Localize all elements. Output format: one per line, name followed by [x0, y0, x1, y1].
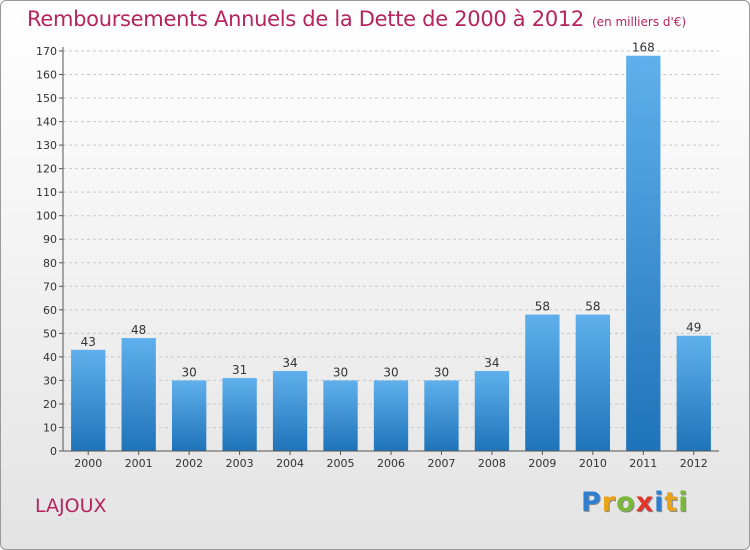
logo-letter: t [664, 487, 679, 518]
y-tick-label: 30 [43, 374, 57, 387]
bar [121, 338, 156, 451]
y-tick-label: 0 [50, 445, 57, 458]
chart-subtitle: (en milliers d'€) [592, 15, 687, 29]
y-tick-label: 70 [43, 280, 57, 293]
bar [525, 314, 560, 451]
bar [323, 380, 358, 451]
bar-value-label: 30 [333, 365, 348, 379]
y-tick-label: 20 [43, 398, 57, 411]
bar-value-label: 31 [232, 363, 247, 377]
x-tick-label: 2011 [629, 457, 657, 470]
bar-value-label: 30 [434, 365, 449, 379]
x-tick-label: 2012 [680, 457, 708, 470]
bars-layer: 43 48 30 31 34 30 30 30 34 58 58 168 49 [71, 41, 711, 452]
y-tick-label: 120 [36, 163, 57, 176]
x-tick-label: 2005 [327, 457, 355, 470]
logo-letter: o [616, 487, 636, 518]
x-tick-label: 2000 [74, 457, 102, 470]
bar-value-label: 58 [535, 300, 550, 314]
y-tick-label: 50 [43, 327, 57, 340]
y-tick-label: 160 [36, 69, 57, 82]
x-tick-label: 2001 [125, 457, 153, 470]
y-tick-label: 130 [36, 139, 57, 152]
logo-letter: i [654, 487, 665, 518]
logo-letter: P [581, 487, 602, 518]
x-tick-label: 2009 [528, 457, 556, 470]
bar-value-label: 58 [585, 300, 600, 314]
y-tick-label: 110 [36, 186, 57, 199]
y-tick-label: 10 [43, 421, 57, 434]
y-tick-label: 40 [43, 351, 57, 364]
bar-value-label: 48 [131, 323, 146, 337]
bar [474, 371, 510, 451]
chart-title: Remboursements Annuels de la Dette de 20… [27, 7, 687, 31]
bar-value-label: 30 [383, 365, 398, 379]
bar-value-label: 168 [632, 41, 655, 55]
bar-value-label: 34 [484, 356, 499, 370]
x-tick-label: 2010 [579, 457, 607, 470]
logo-letter: i [678, 487, 689, 518]
bar-value-label: 43 [81, 335, 96, 349]
y-tick-label: 80 [43, 257, 57, 270]
bar [626, 55, 661, 452]
proxiti-logo: Proxiti [581, 487, 689, 518]
bar [222, 378, 257, 451]
x-tick-label: 2002 [175, 457, 203, 470]
logo-letter: r [601, 487, 617, 518]
logo-letter: x [635, 487, 655, 518]
bar [272, 371, 308, 451]
y-tick-label: 90 [43, 233, 57, 246]
bar-value-label: 34 [282, 356, 297, 370]
bar [575, 314, 611, 451]
x-tick-label: 2008 [478, 457, 506, 470]
y-tick-label: 170 [36, 45, 57, 58]
y-tick-label: 150 [36, 92, 57, 105]
x-tick-label: 2006 [377, 457, 405, 470]
bar [71, 349, 106, 451]
bar [676, 335, 711, 451]
x-tick-label: 2007 [427, 457, 455, 470]
bar [424, 380, 459, 451]
bar [171, 380, 207, 451]
bar-value-label: 30 [182, 365, 197, 379]
x-tick-label: 2004 [276, 457, 304, 470]
y-tick-label: 100 [36, 210, 57, 223]
y-tick-label: 60 [43, 304, 57, 317]
bar [373, 380, 409, 451]
commune-name: LAJOUX [35, 495, 107, 517]
y-tick-label: 140 [36, 116, 57, 129]
x-tick-label: 2003 [226, 457, 254, 470]
bar-value-label: 49 [686, 321, 701, 335]
axis-layer: 0 10 20 30 40 50 60 70 80 90 100 110 120 130 140 150 160… [36, 45, 719, 470]
